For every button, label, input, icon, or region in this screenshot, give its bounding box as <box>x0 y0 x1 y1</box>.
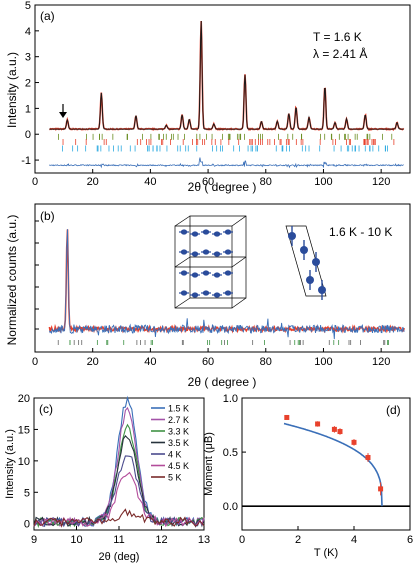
panel-d-ytick-label: 0.5 <box>223 447 238 459</box>
panel-c-ytick-label: 5 <box>24 487 30 499</box>
panel-d-xtick-label: 4 <box>351 534 357 546</box>
panel-c-xtick-label: 13 <box>198 534 210 546</box>
panel-c-ytick-label: 15 <box>18 424 30 436</box>
legend-label: 1.5 K <box>168 404 189 414</box>
panel-d-point <box>284 414 290 420</box>
panel-a-annotation-wavelength: λ = 2.41 Å <box>313 46 367 61</box>
panel-b-annotation: 1.6 K - 10 K <box>329 225 392 239</box>
panel-d-ylabel: Moment (μB) <box>203 432 215 496</box>
legend-label: 3.3 K <box>168 427 189 437</box>
panel-a-xtick-label: 100 <box>314 176 332 188</box>
panel-a-ytick-label: 1 <box>25 103 31 115</box>
legend-label: 5 K <box>168 473 182 483</box>
panel-a-calculated-line <box>49 20 404 130</box>
panel-a-xlabel: 2θ ( degree ) <box>188 180 257 194</box>
panel-a-frame <box>34 4 411 174</box>
panel-a-annotation-temperature: T = 1.6 K <box>313 30 362 44</box>
panel-c-label: (c) <box>39 402 53 416</box>
panel-c-xtick-label: 12 <box>155 534 167 546</box>
panel-a-ytick-label: 0 <box>25 129 31 141</box>
panel-a-xtick-label: 80 <box>260 176 272 188</box>
panel-d-point <box>378 486 384 492</box>
legend-label: 3.5 K <box>168 438 189 448</box>
panel-a-arrow <box>59 104 67 118</box>
panel-d-point <box>365 455 371 461</box>
panel-a-ytick-label: 4 <box>25 26 31 38</box>
panel-b-xlabel: 2θ ( degree ) <box>188 375 257 389</box>
panel-d-xlabel: T (K) <box>314 547 338 559</box>
crystal-atoms <box>179 229 233 298</box>
panel-a-ytick-label: 2 <box>25 78 31 90</box>
panel-b-xtick-label: 0 <box>32 356 38 368</box>
panel-d-label: (d) <box>386 403 401 417</box>
panel-b-frame <box>34 203 411 353</box>
legend-label: 2.7 K <box>168 415 189 425</box>
panel-d-fit-curve <box>283 422 383 507</box>
panel-c-xtick-label: 10 <box>70 534 82 546</box>
panel-d-point <box>337 429 343 435</box>
panel-b-red-line <box>48 229 405 334</box>
panel-d-ytick-label: 0.0 <box>223 501 238 513</box>
panel-c-ytick-label: 10 <box>18 456 30 468</box>
panel-d-xtick-label: 0 <box>239 534 245 546</box>
panel-a-xtick-label: 60 <box>202 176 214 188</box>
panel-a-ytick-label: -1 <box>21 155 31 167</box>
panel-c-xlabel: 2θ (deg) <box>99 551 140 563</box>
panel-c-legend: 1.5 K2.7 K 3.3 K3.5 K 4 K4.5 K 5 K <box>151 404 189 483</box>
panel-a-ytick-label: 3 <box>25 52 31 64</box>
panel-c-ylabel: Intensity (a.u.) <box>4 429 16 499</box>
panel-d-point <box>351 439 357 445</box>
panel-c-xtick-label: 11 <box>113 534 124 546</box>
panel-a-xtick-label: 20 <box>87 176 99 188</box>
panel-a-xtick-label: 40 <box>144 176 156 188</box>
panel-a-label: (a) <box>40 9 55 23</box>
panel-b-xtick-label: 80 <box>260 356 272 368</box>
panel-d-xtick-label: 6 <box>407 534 413 546</box>
panel-d-frame <box>241 397 411 531</box>
crystal-structure-inset <box>174 215 247 309</box>
legend-label: 4.5 K <box>168 461 189 471</box>
panel-c-series-line <box>33 471 205 528</box>
panel-a-xtick-label: 0 <box>32 176 38 188</box>
panel-c-series-line <box>33 508 205 528</box>
panel-a-ylabel: Intensity (a.u.) <box>5 52 19 128</box>
panel-a-xtick-label: 120 <box>372 176 390 188</box>
panel-b-label: (b) <box>40 209 55 223</box>
panel-d-ytick-label: 1.0 <box>223 393 238 405</box>
panel-c-xtick-label: 9 <box>31 534 37 546</box>
panel-b-blue-line <box>48 229 405 340</box>
spin-moments <box>288 226 326 300</box>
panel-d-point <box>331 426 337 432</box>
panel-b-xtick-label: 60 <box>202 356 214 368</box>
panel-d-xtick-label: 2 <box>295 534 301 546</box>
panel-b-xtick-label: 20 <box>87 356 99 368</box>
panel-c-ytick-label: 0 <box>24 519 30 531</box>
panel-b-xtick-label: 40 <box>144 356 156 368</box>
panel-d-point <box>315 421 321 427</box>
panel-b-ylabel: Normalized counts (a.u.) <box>5 215 19 346</box>
panel-d: (d) 0 2 4 6 0.0 0.5 1.0 Moment (μB) T (K) <box>203 393 413 559</box>
spin-structure-inset <box>285 225 327 297</box>
panel-a-ytick-label: 5 <box>25 0 31 12</box>
panel-a-difference-line <box>49 157 404 169</box>
panel-c-ytick-label: 20 <box>18 393 30 405</box>
panel-b-xtick-label: 100 <box>314 356 332 368</box>
panel-c: (c) 9 10 11 12 13 0 5 10 15 20 1.5 K2.7 K 3.3 K3.5… <box>4 393 210 563</box>
panel-b: (b) 1.6 K - 10 K 0 20 40 60 80 100 120 Normali… <box>5 203 411 389</box>
legend-label: 4 K <box>168 450 182 460</box>
panel-b-xtick-label: 120 <box>372 356 390 368</box>
